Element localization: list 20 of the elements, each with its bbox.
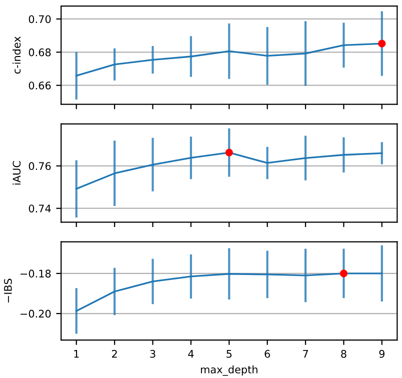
x-tick-label: 6 bbox=[264, 350, 270, 358]
y-tick-label: −0.20 bbox=[20, 310, 51, 318]
y-tick-label: 0.74 bbox=[28, 204, 51, 212]
x-tick-label: 4 bbox=[188, 350, 194, 358]
x-tick-label: 9 bbox=[379, 350, 384, 358]
x-tick-label: 5 bbox=[226, 350, 232, 358]
y-tick-label: −0.18 bbox=[20, 270, 51, 278]
y-tick-label: 0.76 bbox=[28, 162, 51, 170]
y-tick-label: 0.66 bbox=[28, 82, 51, 90]
x-axis-title: max_depth bbox=[200, 365, 258, 376]
y-axis-title: −IBS bbox=[4, 278, 12, 302]
x-tick-label: 1 bbox=[74, 350, 79, 358]
y-axis-title: c-index bbox=[12, 36, 21, 74]
x-tick-label: 7 bbox=[303, 350, 308, 358]
y-tick-label: 0.68 bbox=[28, 48, 51, 56]
x-tick-label: 8 bbox=[341, 350, 346, 358]
y-axis-title: iAUC bbox=[12, 161, 21, 185]
y-tick-label: 0.70 bbox=[28, 15, 51, 24]
x-tick-label: 3 bbox=[150, 350, 156, 358]
x-tick-label: 2 bbox=[112, 350, 117, 358]
